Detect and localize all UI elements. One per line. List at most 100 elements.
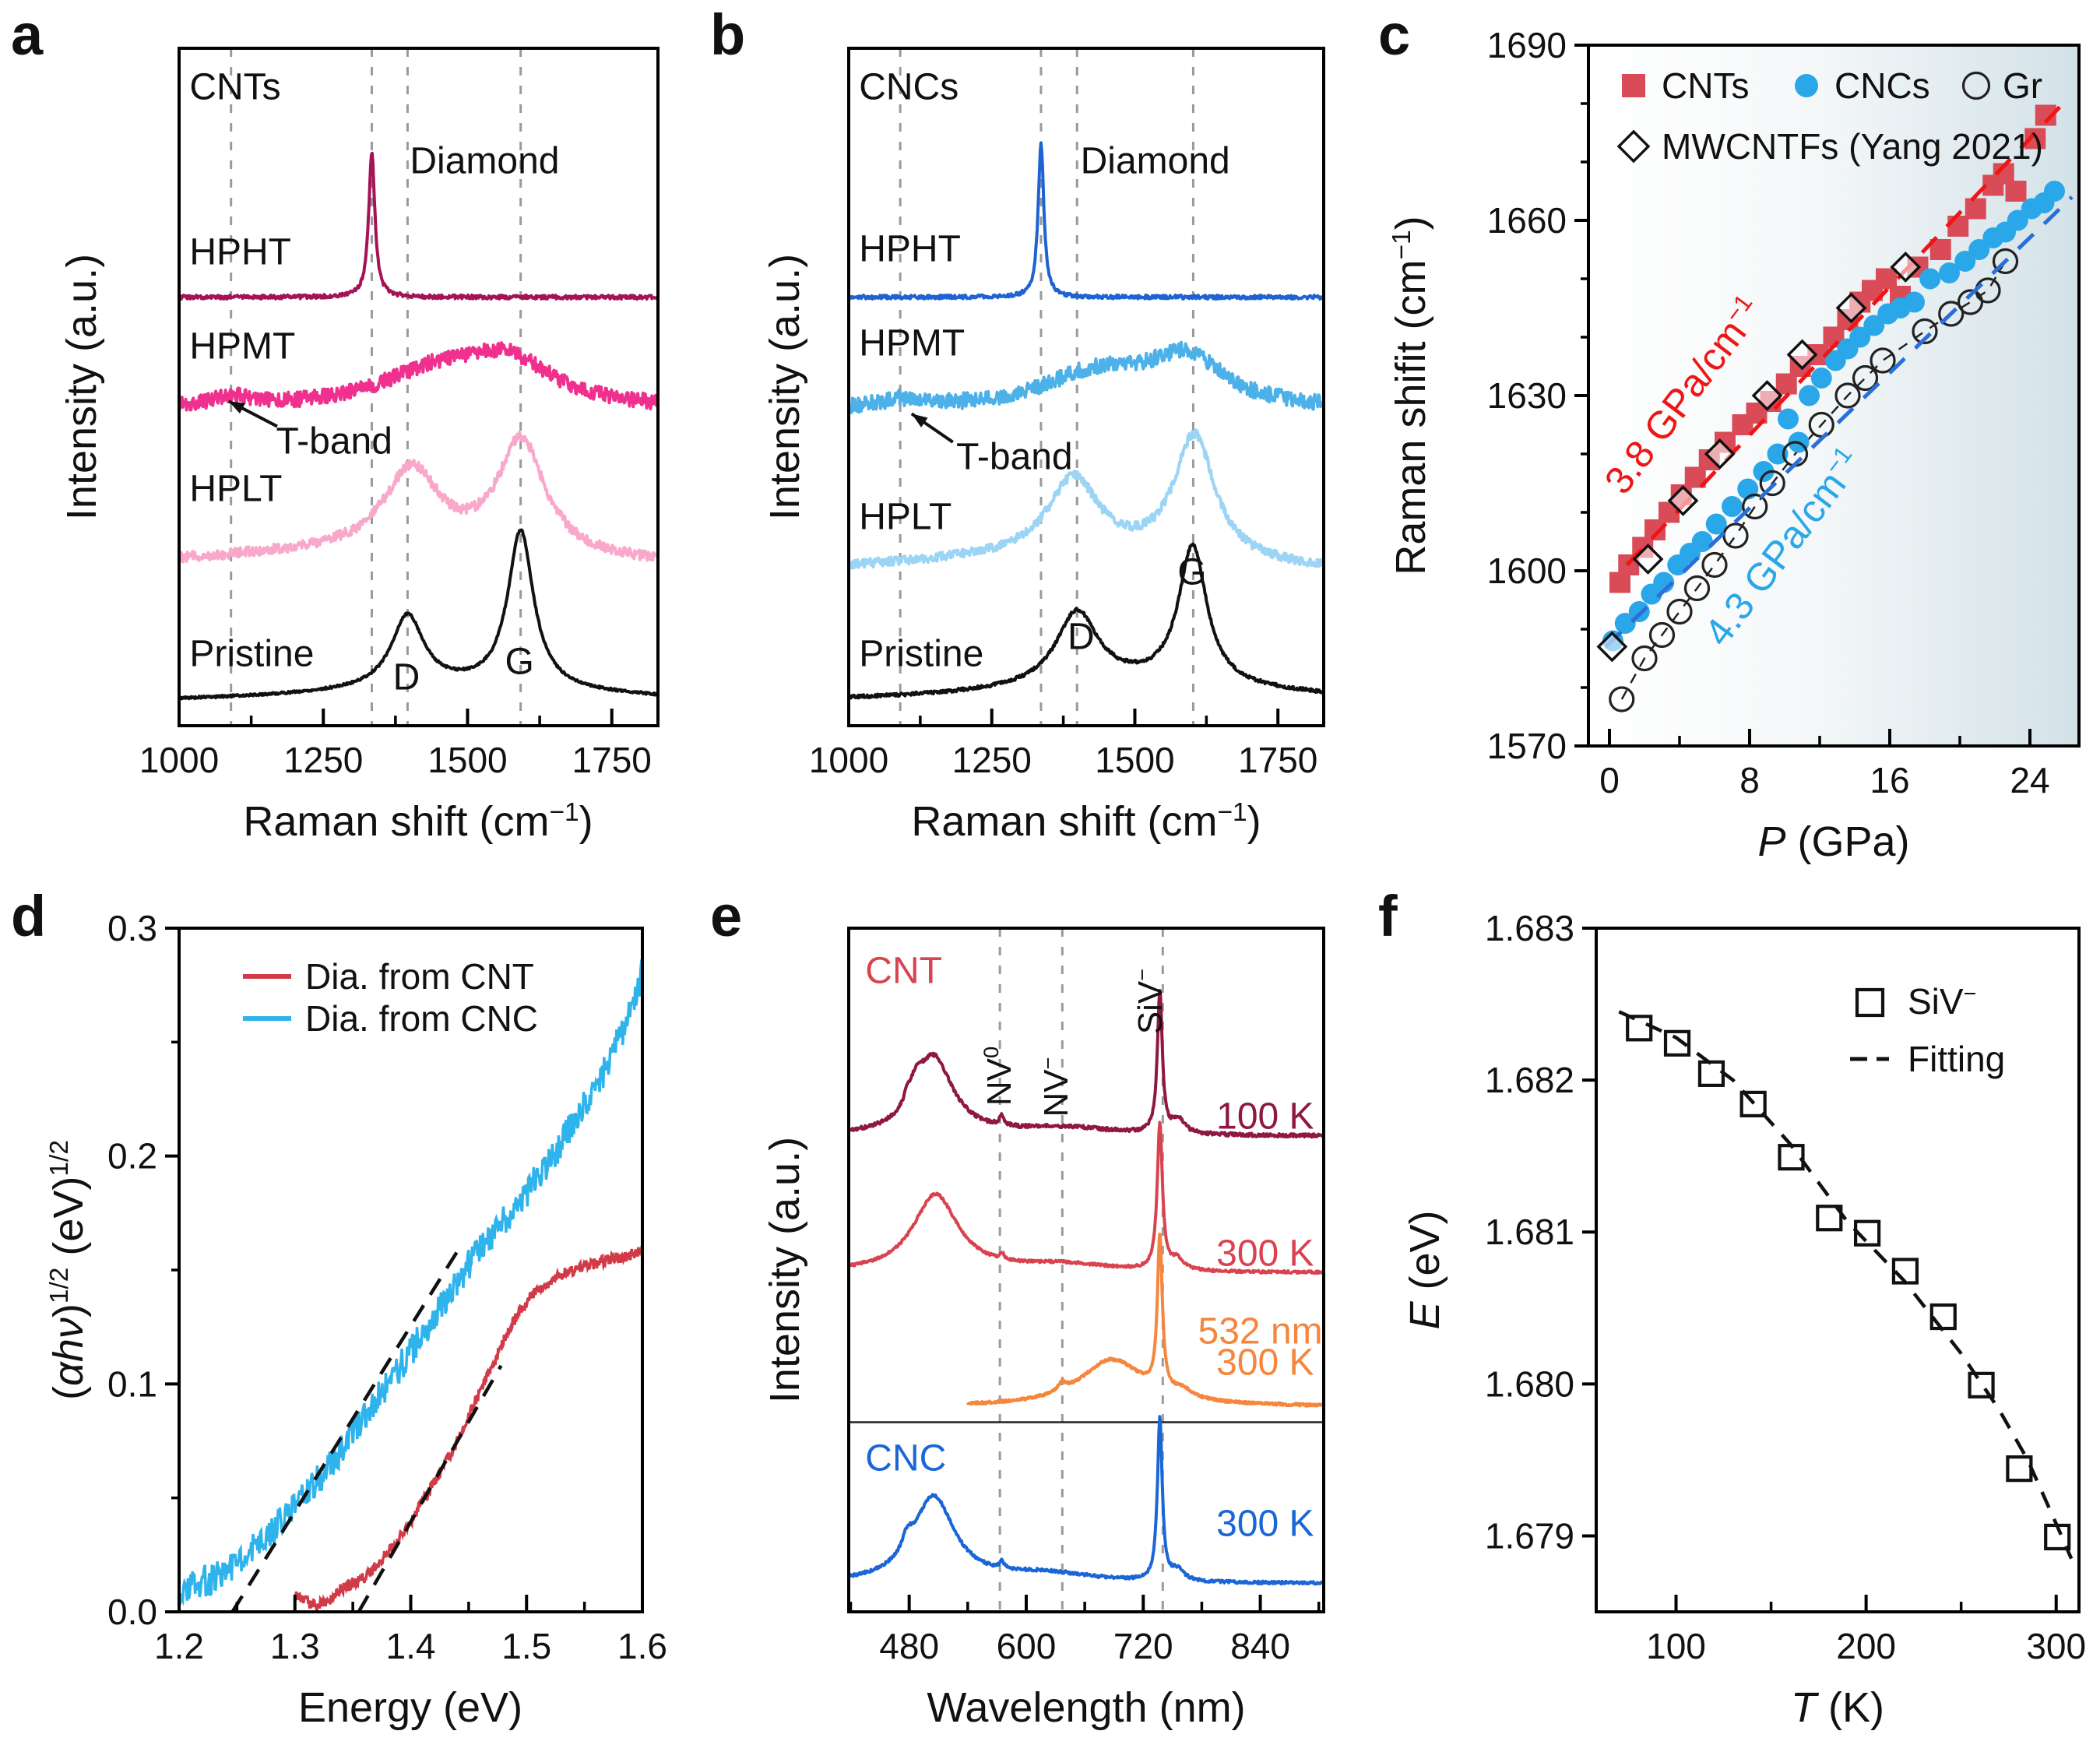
marker-open-square <box>1855 987 1885 1018</box>
spectrum-curve-hplt <box>179 430 658 564</box>
x-axis-title-b: Raman shift (cm−1) <box>911 798 1261 845</box>
panel-b: 1000 1250 1500 1750 <box>809 47 1325 780</box>
plot-label-a: D <box>392 656 420 698</box>
spectrum-curve-cnt-300-k <box>849 1120 1324 1275</box>
y-axis-title-c: Raman shifit (cm−1) <box>1388 216 1434 575</box>
marker-circle <box>1722 496 1743 517</box>
marker-circle <box>1767 443 1789 465</box>
x-tick-label: 1000 <box>139 740 219 780</box>
plot-label-b: T-band <box>956 436 1073 478</box>
y-tick-label: 1570 <box>1487 726 1567 766</box>
series-siv− <box>1626 1015 2071 1551</box>
marker-circle <box>1799 385 1820 406</box>
spectrum-curve-hpht <box>849 141 1324 301</box>
marker-open-square <box>1778 1144 1805 1171</box>
marker-diamond <box>1616 129 1651 164</box>
plot-frame <box>1595 927 2081 1613</box>
marker-circle <box>1919 268 1941 290</box>
marker-open-circle <box>1722 522 1749 549</box>
x-tick-label: 480 <box>879 1626 939 1666</box>
series-mwcntfs-(yang-2021) <box>1596 252 1922 663</box>
x-tick-label: 24 <box>2010 760 2049 800</box>
marker-open-square <box>1626 1015 1653 1042</box>
marker-circle <box>1863 315 1885 336</box>
spectrum-curve-pristine <box>179 528 658 701</box>
plot-label-a: CNTs <box>189 66 281 108</box>
x-axis-title-f: T (K) <box>1791 1684 1884 1731</box>
marker-square <box>2005 181 2027 202</box>
marker-open-circle <box>1912 318 1938 345</box>
x-tick-label: 1250 <box>283 740 363 780</box>
plot-frame <box>847 47 1325 727</box>
legend-label-c: MWCNTFs (Yang 2021) <box>1662 126 2043 167</box>
y-tick-label: 0.1 <box>107 1363 157 1404</box>
marker-open-circle <box>1648 621 1676 649</box>
x-tick-label: 1.3 <box>270 1626 320 1666</box>
y-tick-label: 1.682 <box>1485 1060 1574 1100</box>
plot-label-e: 300 K <box>1216 1342 1314 1384</box>
y-tick-label: 0.3 <box>107 908 157 948</box>
panel-a: 1000 1250 1500 1750 <box>139 47 660 780</box>
plot-label-b: HPMT <box>859 322 966 364</box>
y-axis-title-a: Intensity (a.u.) <box>58 253 105 521</box>
y-tick-label: 1690 <box>1487 25 1567 65</box>
fit-line <box>230 1251 459 1613</box>
marker-open-square <box>1697 1060 1725 1087</box>
x-tick-label: 300 <box>2026 1626 2086 1666</box>
marker-open-circle <box>1870 347 1896 374</box>
marker-diamond <box>1667 485 1699 516</box>
x-tick-label: 1000 <box>809 740 888 780</box>
marker-circle <box>1795 74 1818 97</box>
plot-label-a: Pristine <box>189 633 315 675</box>
marker-diamond <box>1751 380 1783 411</box>
x-tick-label: 840 <box>1230 1626 1290 1666</box>
plot-label-e: NV0 <box>979 1046 1018 1106</box>
y-axis-title-e: Intensity (a.u.) <box>762 1136 808 1404</box>
y-tick-label: 1630 <box>1487 375 1567 416</box>
panel-f: 100 200 300 1.679 1.680 1.681 1.682 1.683 <box>1485 908 2086 1666</box>
panel-letter-b: b <box>710 2 746 67</box>
x-tick-label: 1.5 <box>501 1626 551 1666</box>
marker-circle <box>1691 531 1713 552</box>
legend-label-c: Gr <box>2003 65 2043 106</box>
x-tick-label: 1.4 <box>386 1626 436 1666</box>
x-tick-label: 1250 <box>952 740 1032 780</box>
y-tick-label: 0.2 <box>107 1136 157 1177</box>
plot-label-a: HPLT <box>189 468 283 510</box>
annotation-arrowhead <box>911 413 928 427</box>
marker-open-circle <box>1834 382 1861 409</box>
plot-label-b: G <box>1177 551 1207 593</box>
legend-label-d: Dia. from CNC <box>305 998 539 1039</box>
x-tick-label: 16 <box>1870 760 1909 800</box>
series-cnts <box>1609 104 2056 593</box>
plot-label-b: Pristine <box>859 633 984 675</box>
marker-open-circle <box>1759 470 1785 497</box>
marker-circle <box>1614 613 1636 634</box>
x-tick-label: 1.2 <box>154 1626 204 1666</box>
marker-open-circle <box>1742 493 1768 520</box>
x-tick-label: 1.6 <box>617 1626 667 1666</box>
x-tick-label: 720 <box>1113 1626 1173 1666</box>
marker-square <box>1965 198 1986 220</box>
fit-line <box>1604 195 2074 649</box>
marker-open-circle <box>1631 645 1658 672</box>
plot-label-b: D <box>1068 616 1095 658</box>
marker-open-circle <box>1852 364 1879 392</box>
marker-circle <box>1954 251 1976 272</box>
marker-circle <box>1778 408 1799 430</box>
plot-label-b: HPLT <box>859 496 952 538</box>
plot-label-a: Diamond <box>410 140 560 182</box>
panel-e: 480 600 720 840 <box>847 927 1325 1666</box>
y-tick-label: 0.0 <box>107 1592 157 1632</box>
marker-circle <box>1849 326 1871 348</box>
fit-line <box>357 1364 503 1613</box>
spectrum-curve-pristine <box>849 542 1324 700</box>
y-tick-label: 1600 <box>1487 551 1567 591</box>
marker-diamond <box>1704 438 1736 470</box>
panel-letter-d: d <box>11 884 47 948</box>
x-axis-title-d: Energy (eV) <box>297 1684 523 1731</box>
marker-open-circle <box>1957 289 1984 315</box>
marker-open-circle <box>1961 71 1991 100</box>
marker-circle <box>1939 262 1960 283</box>
